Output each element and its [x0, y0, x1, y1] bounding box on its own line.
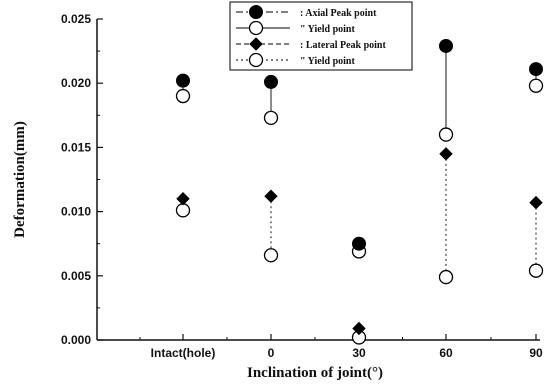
data-point: [176, 192, 190, 206]
connector-lines: [182, 45, 537, 338]
data-point: [529, 62, 543, 77]
data-point: [263, 110, 279, 126]
legend-label: : Axial Peak point: [300, 8, 377, 19]
data-point: [528, 263, 544, 278]
y-axis-title: Deformation(mm): [12, 121, 28, 238]
legend-marker: [249, 5, 263, 19]
y-tick-label: 0.020: [61, 76, 91, 90]
y-tick-label: 0.010: [61, 205, 91, 219]
legend-marker: [249, 37, 263, 51]
legend-label: : Lateral Peak point: [300, 40, 386, 51]
y-tick-label: 0.025: [61, 12, 91, 26]
data-point: [175, 88, 191, 104]
data-point: [263, 248, 279, 263]
data-point: [529, 195, 543, 210]
data-point: [352, 321, 366, 336]
data-point: [264, 189, 278, 203]
x-tick-label: 0: [268, 346, 275, 360]
x-axis-title: Inclination of joint(°): [247, 365, 383, 381]
y-tick-label: 0.000: [61, 333, 91, 347]
data-point: [439, 38, 453, 53]
x-tick-label: 60: [439, 346, 453, 360]
data-point: [352, 236, 366, 251]
x-tick-label: 30: [352, 346, 366, 360]
data-point: [264, 74, 278, 89]
data-point: [438, 127, 454, 142]
y-tick-label: 0.005: [61, 269, 91, 283]
legend: : Axial Peak point " Yield point : Lateral…: [229, 1, 413, 71]
x-tick-label: Intact(hole): [151, 346, 216, 360]
data-point: [175, 203, 191, 218]
legend-marker: [248, 20, 264, 36]
x-tick-label: 90: [529, 346, 543, 360]
markers: [175, 38, 544, 345]
data-point: [176, 73, 190, 88]
tick-labels: 0.000 0.005 0.010 0.015 0.020 0.025 Intact(hol…: [61, 12, 543, 360]
data-point: [439, 147, 453, 161]
data-point: [528, 78, 544, 93]
data-point: [438, 269, 454, 285]
y-tick-label: 0.015: [61, 140, 91, 154]
legend-marker: [248, 52, 264, 68]
legend-label: " Yield point: [300, 24, 355, 35]
legend-label: " Yield point: [300, 56, 355, 67]
axes: [96, 18, 540, 341]
